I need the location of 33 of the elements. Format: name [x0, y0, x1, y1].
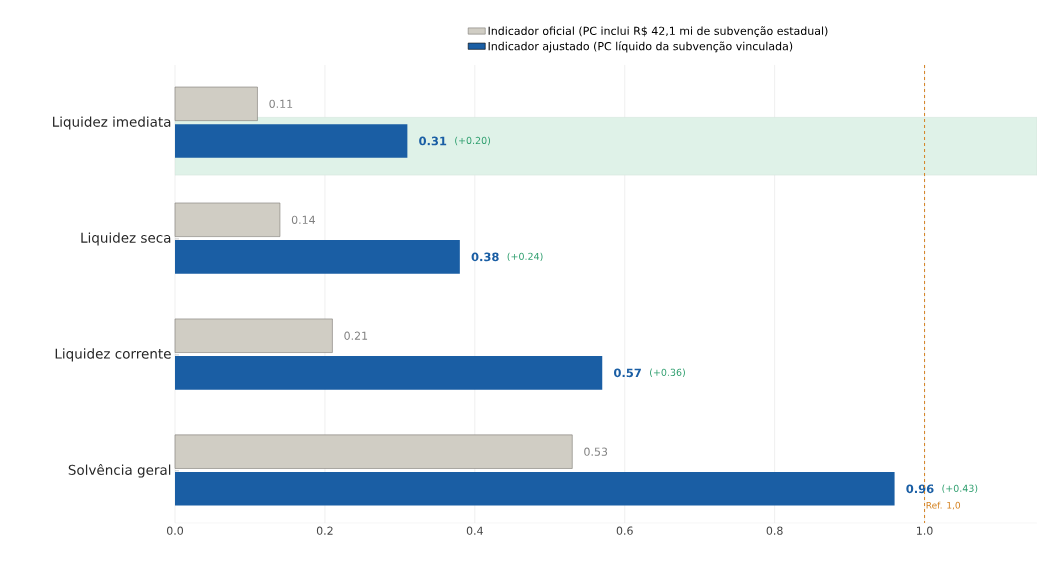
- bar: [175, 356, 603, 390]
- bar: [175, 240, 460, 274]
- x-tick-label: 0.2: [316, 526, 333, 535]
- y-tick-label: Liquidez seca: [81, 232, 171, 246]
- x-tick-label: 0.4: [466, 526, 483, 535]
- x-tick-label: 0.8: [766, 526, 783, 535]
- bar: [174, 318, 333, 353]
- annotation: (+0.43): [942, 484, 978, 494]
- data-label: 0.96: [906, 484, 934, 494]
- data-label: 0.14: [291, 215, 316, 224]
- annotation: (+0.24): [507, 252, 543, 262]
- data-label: 0.31: [419, 136, 447, 146]
- legend-label: Indicador oficial (PC inclui R$ 42,1 mi de subvenção estadual): [488, 26, 828, 37]
- annotation: (+0.20): [455, 136, 491, 146]
- data-label: 0.21: [344, 331, 368, 340]
- data-label: 0.11: [269, 99, 293, 108]
- bar: [174, 86, 258, 121]
- bar: [175, 124, 408, 158]
- data-label: 0.57: [614, 368, 641, 378]
- data-label: 0.38: [471, 252, 499, 262]
- x-tick-label: 0.6: [616, 526, 633, 535]
- bar: [174, 434, 573, 469]
- data-label: 0.53: [584, 447, 608, 456]
- bar: [174, 202, 281, 237]
- x-tick-label: 0.0: [166, 526, 184, 535]
- y-tick-label: Liquidez imediata: [53, 116, 171, 130]
- legend-label: Indicador ajustado (PC líquido da subvenção vinculada): [488, 41, 793, 53]
- x-tick-label: 1.0: [917, 526, 933, 535]
- annotation: (+0.36): [650, 368, 685, 378]
- y-tick-label: Solvência geral: [68, 464, 171, 478]
- ref-line-label: Ref. 1,0: [926, 501, 961, 510]
- bar: [175, 471, 895, 506]
- y-tick-label: Liquidez corrente: [55, 348, 171, 362]
